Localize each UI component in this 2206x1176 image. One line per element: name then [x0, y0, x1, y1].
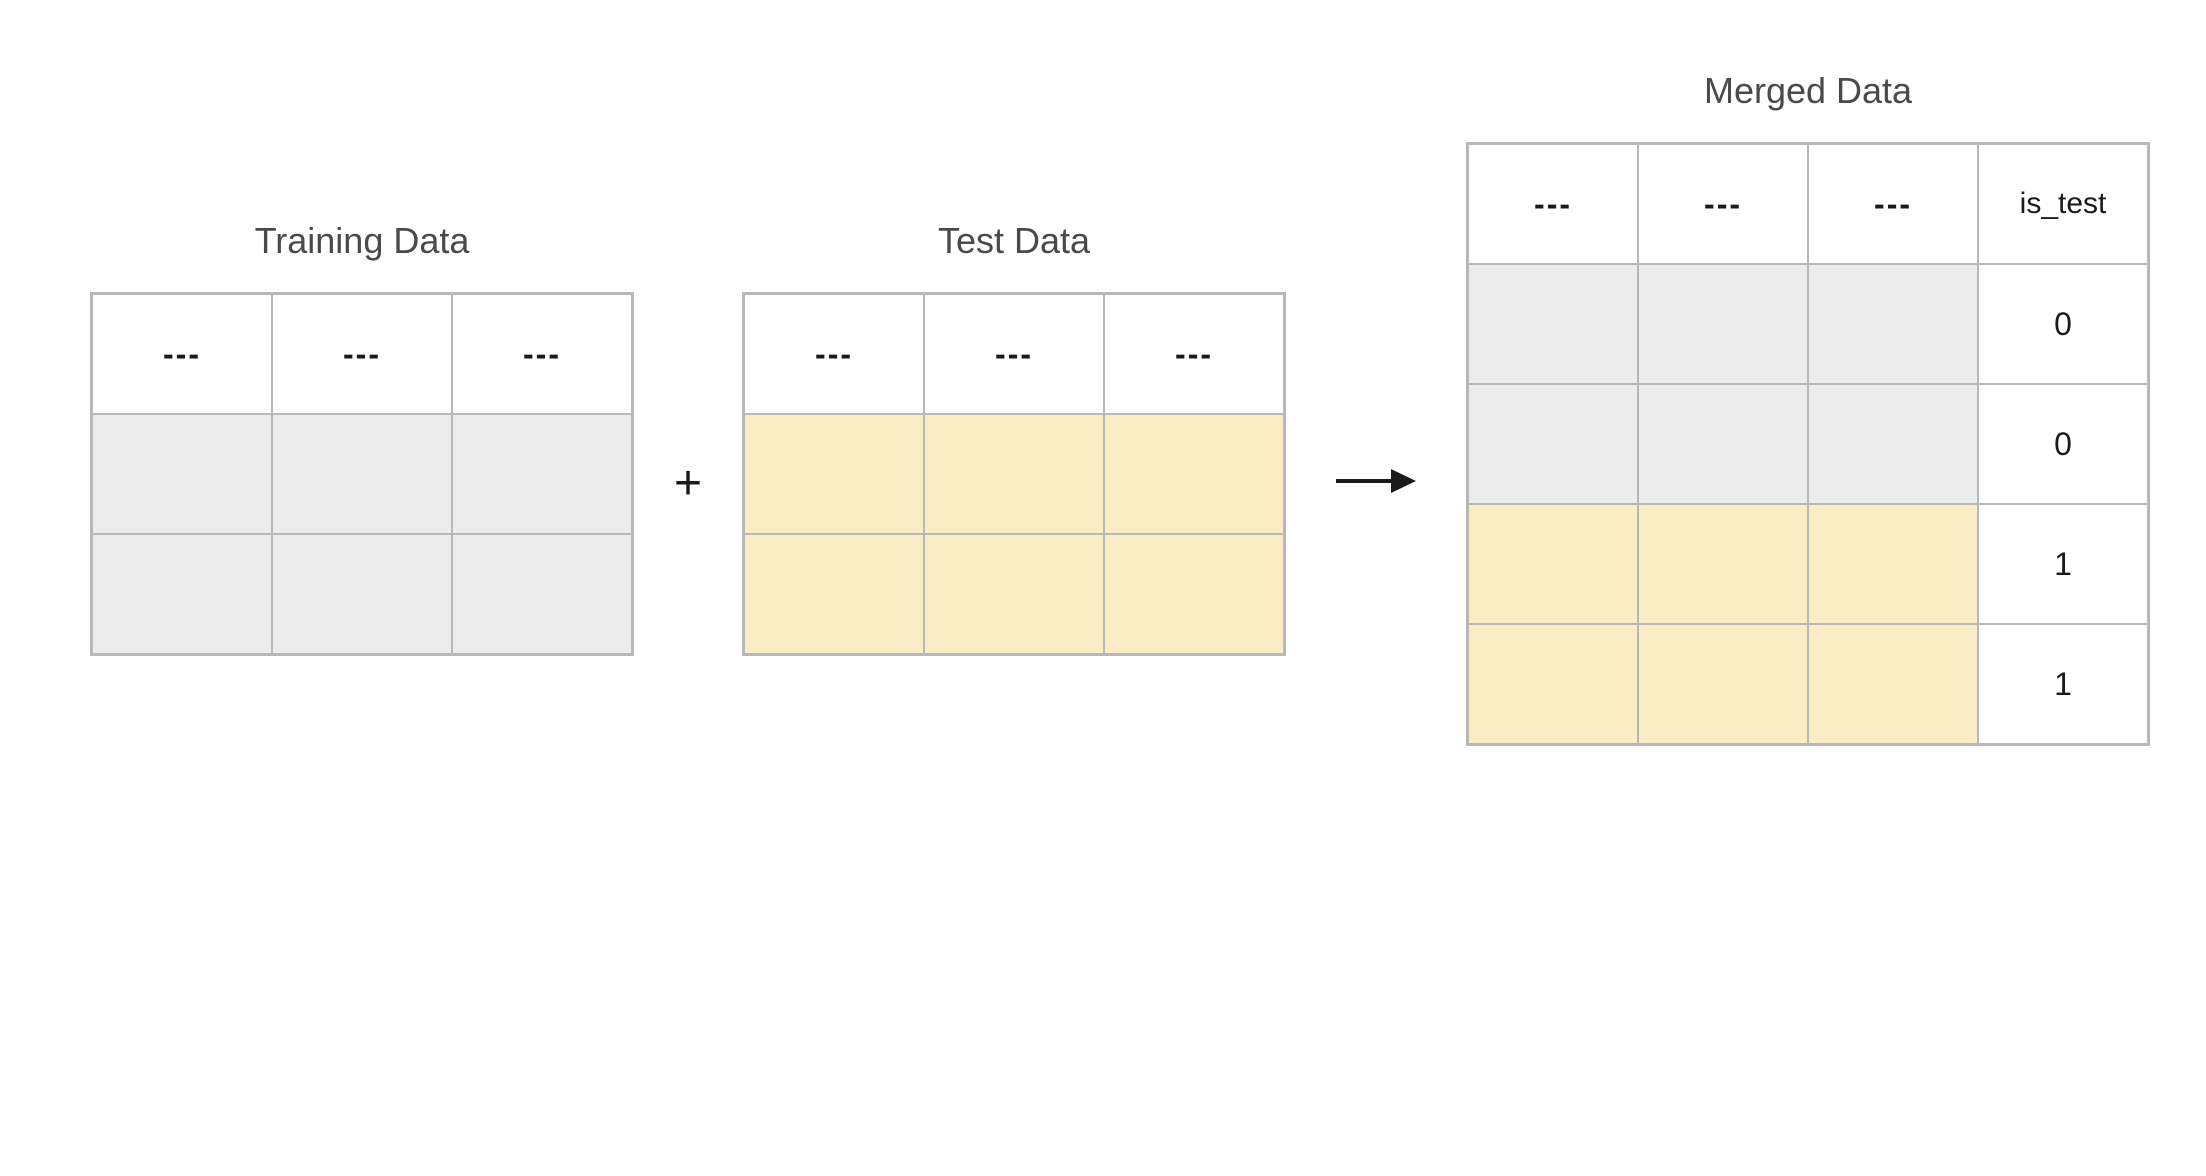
- merged-data-cell: [1468, 384, 1638, 504]
- arrow-icon: [1286, 461, 1466, 506]
- merged-target-header: is_test: [1978, 144, 2148, 264]
- merged-table-group: Merged Data --- --- --- is_test 0 0 1: [1466, 70, 2150, 746]
- merged-header-cell: ---: [1468, 144, 1638, 264]
- merged-title: Merged Data: [1704, 70, 1912, 112]
- merged-data-cell: [1808, 504, 1978, 624]
- training-title: Training Data: [255, 220, 470, 262]
- merged-data-cell: [1638, 384, 1808, 504]
- merged-data-cell: [1808, 624, 1978, 744]
- test-data-cell: [1104, 534, 1284, 654]
- merged-data-cell: [1808, 384, 1978, 504]
- training-table: --- --- ---: [90, 292, 634, 656]
- training-data-cell: [92, 414, 272, 534]
- merged-header-cell: ---: [1808, 144, 1978, 264]
- training-header-cell: ---: [92, 294, 272, 414]
- test-data-cell: [1104, 414, 1284, 534]
- merged-target-cell: 1: [1978, 624, 2148, 744]
- test-data-cell: [744, 534, 924, 654]
- merged-data-cell: [1468, 264, 1638, 384]
- training-table-group: Training Data --- --- ---: [90, 220, 634, 656]
- merged-data-cell: [1468, 624, 1638, 744]
- test-header-cell: ---: [924, 294, 1104, 414]
- training-header-cell: ---: [452, 294, 632, 414]
- test-title: Test Data: [938, 220, 1090, 262]
- merged-data-cell: [1638, 504, 1808, 624]
- merge-diagram: Training Data --- --- --- + Test Data --…: [90, 130, 2150, 746]
- training-data-cell: [92, 534, 272, 654]
- test-header-cell: ---: [744, 294, 924, 414]
- test-data-cell: [924, 534, 1104, 654]
- training-header-cell: ---: [272, 294, 452, 414]
- training-data-cell: [272, 414, 452, 534]
- test-header-cell: ---: [1104, 294, 1284, 414]
- test-table: --- --- ---: [742, 292, 1286, 656]
- test-table-group: Test Data --- --- ---: [742, 220, 1286, 656]
- test-data-cell: [744, 414, 924, 534]
- merged-target-cell: 0: [1978, 264, 2148, 384]
- merged-data-cell: [1468, 504, 1638, 624]
- training-data-cell: [452, 534, 632, 654]
- plus-operator: +: [634, 456, 742, 511]
- merged-target-cell: 0: [1978, 384, 2148, 504]
- training-data-cell: [272, 534, 452, 654]
- merged-data-cell: [1638, 264, 1808, 384]
- merged-data-cell: [1638, 624, 1808, 744]
- training-data-cell: [452, 414, 632, 534]
- merged-table: --- --- --- is_test 0 0 1 1: [1466, 142, 2150, 746]
- test-data-cell: [924, 414, 1104, 534]
- merged-target-cell: 1: [1978, 504, 2148, 624]
- merged-data-cell: [1808, 264, 1978, 384]
- merged-header-cell: ---: [1638, 144, 1808, 264]
